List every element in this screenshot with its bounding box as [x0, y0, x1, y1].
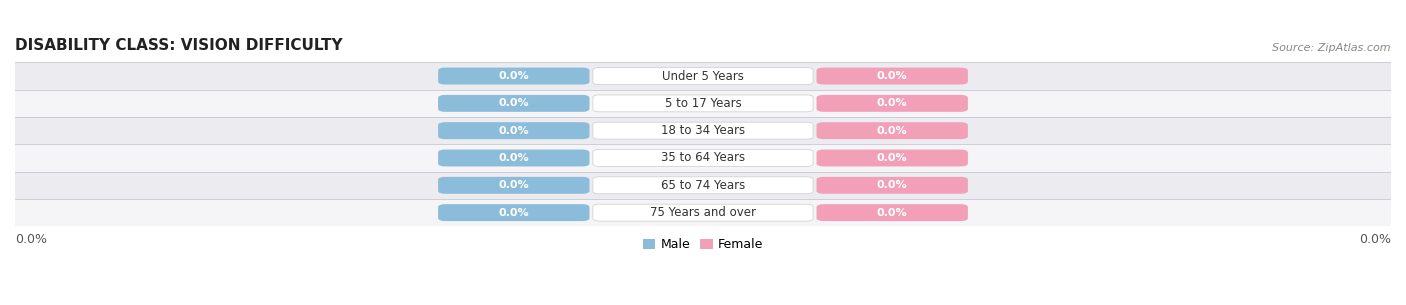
- Text: 0.0%: 0.0%: [499, 208, 529, 218]
- Bar: [15, 144, 1391, 172]
- Bar: [15, 199, 1391, 226]
- Bar: [15, 90, 1391, 117]
- Text: 5 to 17 Years: 5 to 17 Years: [665, 97, 741, 110]
- FancyBboxPatch shape: [817, 177, 967, 194]
- Text: 0.0%: 0.0%: [499, 99, 529, 108]
- Text: 35 to 64 Years: 35 to 64 Years: [661, 152, 745, 164]
- Text: 0.0%: 0.0%: [877, 180, 907, 190]
- FancyBboxPatch shape: [817, 95, 967, 112]
- Text: 0.0%: 0.0%: [877, 153, 907, 163]
- FancyBboxPatch shape: [593, 95, 813, 112]
- Text: 0.0%: 0.0%: [877, 208, 907, 218]
- Bar: [15, 117, 1391, 144]
- Text: 0.0%: 0.0%: [1360, 233, 1391, 246]
- FancyBboxPatch shape: [817, 204, 967, 221]
- Text: Source: ZipAtlas.com: Source: ZipAtlas.com: [1272, 43, 1391, 52]
- FancyBboxPatch shape: [817, 122, 967, 139]
- FancyBboxPatch shape: [439, 177, 589, 194]
- Bar: [15, 63, 1391, 90]
- FancyBboxPatch shape: [817, 68, 967, 84]
- FancyBboxPatch shape: [439, 68, 589, 84]
- Text: Under 5 Years: Under 5 Years: [662, 70, 744, 83]
- FancyBboxPatch shape: [817, 149, 967, 167]
- FancyBboxPatch shape: [593, 204, 813, 221]
- Legend: Male, Female: Male, Female: [638, 233, 768, 256]
- Text: DISABILITY CLASS: VISION DIFFICULTY: DISABILITY CLASS: VISION DIFFICULTY: [15, 38, 343, 52]
- Text: 18 to 34 Years: 18 to 34 Years: [661, 124, 745, 137]
- FancyBboxPatch shape: [593, 122, 813, 139]
- FancyBboxPatch shape: [439, 122, 589, 139]
- FancyBboxPatch shape: [593, 68, 813, 84]
- Text: 0.0%: 0.0%: [499, 153, 529, 163]
- Bar: [15, 172, 1391, 199]
- Text: 0.0%: 0.0%: [499, 71, 529, 81]
- Text: 0.0%: 0.0%: [877, 99, 907, 108]
- Text: 0.0%: 0.0%: [499, 126, 529, 136]
- FancyBboxPatch shape: [593, 149, 813, 167]
- FancyBboxPatch shape: [439, 149, 589, 167]
- FancyBboxPatch shape: [439, 204, 589, 221]
- Text: 0.0%: 0.0%: [499, 180, 529, 190]
- FancyBboxPatch shape: [439, 95, 589, 112]
- Text: 0.0%: 0.0%: [15, 233, 46, 246]
- Text: 0.0%: 0.0%: [877, 71, 907, 81]
- Text: 75 Years and over: 75 Years and over: [650, 206, 756, 219]
- FancyBboxPatch shape: [593, 177, 813, 194]
- Text: 0.0%: 0.0%: [877, 126, 907, 136]
- Text: 65 to 74 Years: 65 to 74 Years: [661, 179, 745, 192]
